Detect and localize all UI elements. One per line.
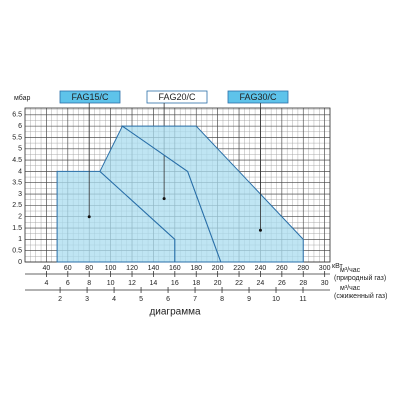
y-tick-label: 3 [18,191,22,198]
y-tick-label: 6 [18,123,22,130]
legend-label: FAG15/C [71,92,109,102]
legend-box [227,90,289,104]
legend-label: FAG20/C [158,92,196,102]
x3-tick-label: 4 [112,296,116,303]
y-tick-label: 0.5 [12,248,22,255]
x2-tick-label: 18 [192,280,200,287]
y-axis-label: мбар [14,94,30,102]
point-marker [258,228,262,232]
x2-tick-label: 24 [257,280,265,287]
series-area [120,125,304,263]
y-tick-label: 4.5 [12,157,22,164]
x-tick-label: 240 [255,265,267,272]
x2-tick-label: 20 [214,280,222,287]
x3-axis-label: м³/час [340,285,361,292]
x-tick-label: 260 [276,265,288,272]
x3-tick-label: 9 [247,296,251,303]
x-tick-label: 60 [64,265,72,272]
x2-tick-label: 26 [278,280,286,287]
legend-box [146,90,208,104]
x-tick-label: 120 [126,265,138,272]
legend-box [59,90,121,104]
caption: диаграмма [149,307,201,318]
x2-tick-label: 6 [66,280,70,287]
x-tick-label: 160 [169,265,181,272]
x3-tick-label: 7 [193,296,197,303]
x2-tick-label: 30 [321,280,329,287]
x-tick-label: 80 [85,265,93,272]
x2-axis-label: м³/час [340,267,361,274]
x3-tick-label: 11 [299,296,306,303]
y-tick-label: 4 [18,168,22,175]
x-tick-label: 280 [297,265,309,272]
x2-tick-label: 22 [235,280,243,287]
x3-tick-label: 2 [58,296,62,303]
x-axis-label: кВт [332,263,343,270]
x2-tick-label: 8 [87,280,91,287]
x-tick-label: 140 [148,265,160,272]
y-tick-label: 1.5 [12,225,22,232]
point-marker [87,215,91,219]
y-tick-label: 5.5 [12,134,22,141]
x3-tick-label: 8 [220,296,224,303]
legend-label: FAG30/C [239,92,277,102]
x3-tick-label: 10 [272,296,280,303]
x2-tick-label: 10 [107,280,115,287]
y-tick-label: 2 [18,214,22,221]
y-tick-label: 3.5 [12,180,22,187]
x2-tick-label: 16 [171,280,179,287]
x-tick-label: 300 [319,265,331,272]
x3-tick-label: 3 [85,296,89,303]
y-tick-label: 2.5 [12,202,22,209]
x2-tick-label: 4 [44,280,48,287]
x-tick-label: 220 [233,265,245,272]
x2-tick-label: 14 [150,280,158,287]
y-tick-label: 0 [18,259,22,266]
x-tick-label: 200 [212,265,224,272]
x2-axis-label: (природный газ) [334,274,386,282]
x2-tick-label: 28 [299,280,307,287]
point-marker [162,197,166,201]
x3-tick-label: 6 [166,296,170,303]
x-tick-label: 180 [190,265,202,272]
x-tick-label: 40 [43,265,51,272]
y-tick-label: 5 [18,146,22,153]
y-tick-label: 6.5 [12,112,22,119]
x3-axis-label: (сжиженный газ) [334,292,387,300]
x3-tick-label: 5 [139,296,143,303]
x2-tick-label: 12 [128,280,136,287]
x-tick-label: 100 [105,265,117,272]
y-tick-label: 1 [18,236,22,243]
